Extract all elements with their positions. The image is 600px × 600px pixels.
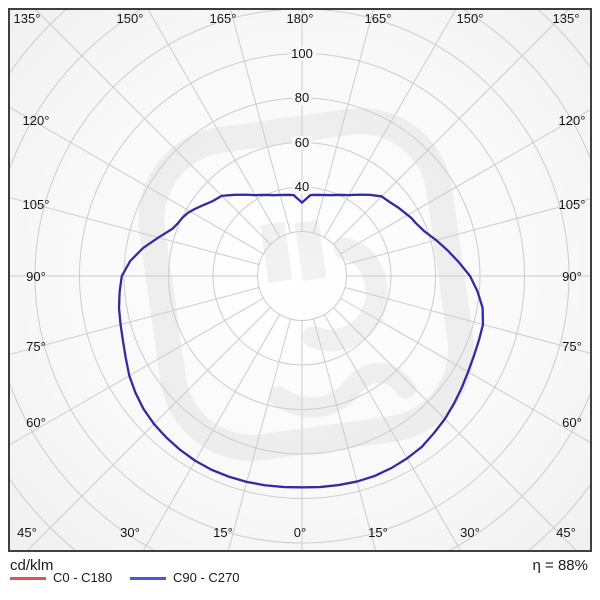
grid-spoke — [344, 287, 590, 354]
angle-label-top: 150° — [116, 11, 144, 26]
grid-spoke — [333, 10, 569, 245]
grid-spoke — [344, 198, 590, 265]
angle-label-bottom: 45° — [556, 525, 576, 540]
angle-label-left: 105° — [22, 197, 50, 212]
angle-label-left: 90° — [26, 269, 46, 284]
grid-spoke — [143, 314, 281, 550]
grid-spoke — [313, 10, 374, 234]
grid-spoke — [313, 318, 376, 550]
grid-spoke — [10, 297, 264, 446]
radial-tick-label: 100 — [288, 46, 316, 61]
angle-label-right: 75° — [562, 339, 582, 354]
grid-spoke — [323, 10, 457, 238]
angle-label-right: 120° — [558, 113, 586, 128]
radial-tick-label: 40 — [291, 180, 313, 194]
angle-label-right: 60° — [562, 415, 582, 430]
legend-line-blue — [130, 577, 166, 580]
grid-spoke — [323, 314, 461, 550]
angle-label-top: 135° — [552, 11, 580, 26]
angle-label-left: 60° — [26, 415, 46, 430]
angle-label-top: 180° — [286, 11, 314, 26]
angle-label-bottom: 15° — [213, 525, 233, 540]
unit-label: cd/klm — [10, 557, 54, 574]
legend-line-red — [10, 577, 46, 580]
radial-tick-label: 60 — [291, 135, 313, 150]
angle-label-bottom: 15° — [368, 525, 388, 540]
grid-spoke — [340, 297, 590, 443]
efficiency-label: η = 88% — [532, 557, 588, 574]
curve-c90-c270 — [117, 193, 485, 489]
legend-label: C90 - C270 — [173, 570, 240, 585]
angle-label-left: 75° — [26, 339, 46, 354]
brand-logo-watermark — [138, 108, 475, 461]
grid-spoke — [230, 10, 291, 234]
grid-spoke — [10, 106, 264, 255]
grid-spoke — [27, 307, 271, 550]
angle-label-top: 150° — [456, 11, 484, 26]
polar-chart-area: 135° 150° 165° 180° 165° 150° 135° 45° 30° 15° 0° 1… — [8, 8, 592, 552]
grid-spoke — [333, 307, 577, 550]
angle-label-bottom: 30° — [460, 525, 480, 540]
angle-label-top: 165° — [364, 11, 392, 26]
angle-label-bottom: 0° — [293, 525, 307, 540]
radial-tick-label: 80 — [291, 91, 313, 105]
angle-label-bottom: 30° — [120, 525, 140, 540]
angle-label-top: 135° — [13, 11, 41, 26]
grid-spoke — [10, 287, 260, 355]
angle-label-left: 120° — [22, 113, 50, 128]
grid-spoke — [228, 318, 291, 550]
grid-spoke — [35, 10, 271, 245]
angle-label-bottom: 45° — [17, 525, 37, 540]
angle-label-right: 90° — [562, 269, 582, 284]
grid-spoke — [147, 10, 281, 238]
grid-spoke — [10, 197, 260, 265]
angle-label-top: 165° — [209, 11, 237, 26]
grid-spoke — [340, 109, 590, 255]
angle-label-right: 105° — [558, 197, 586, 212]
legend-label: C0 - C180 — [53, 570, 113, 585]
